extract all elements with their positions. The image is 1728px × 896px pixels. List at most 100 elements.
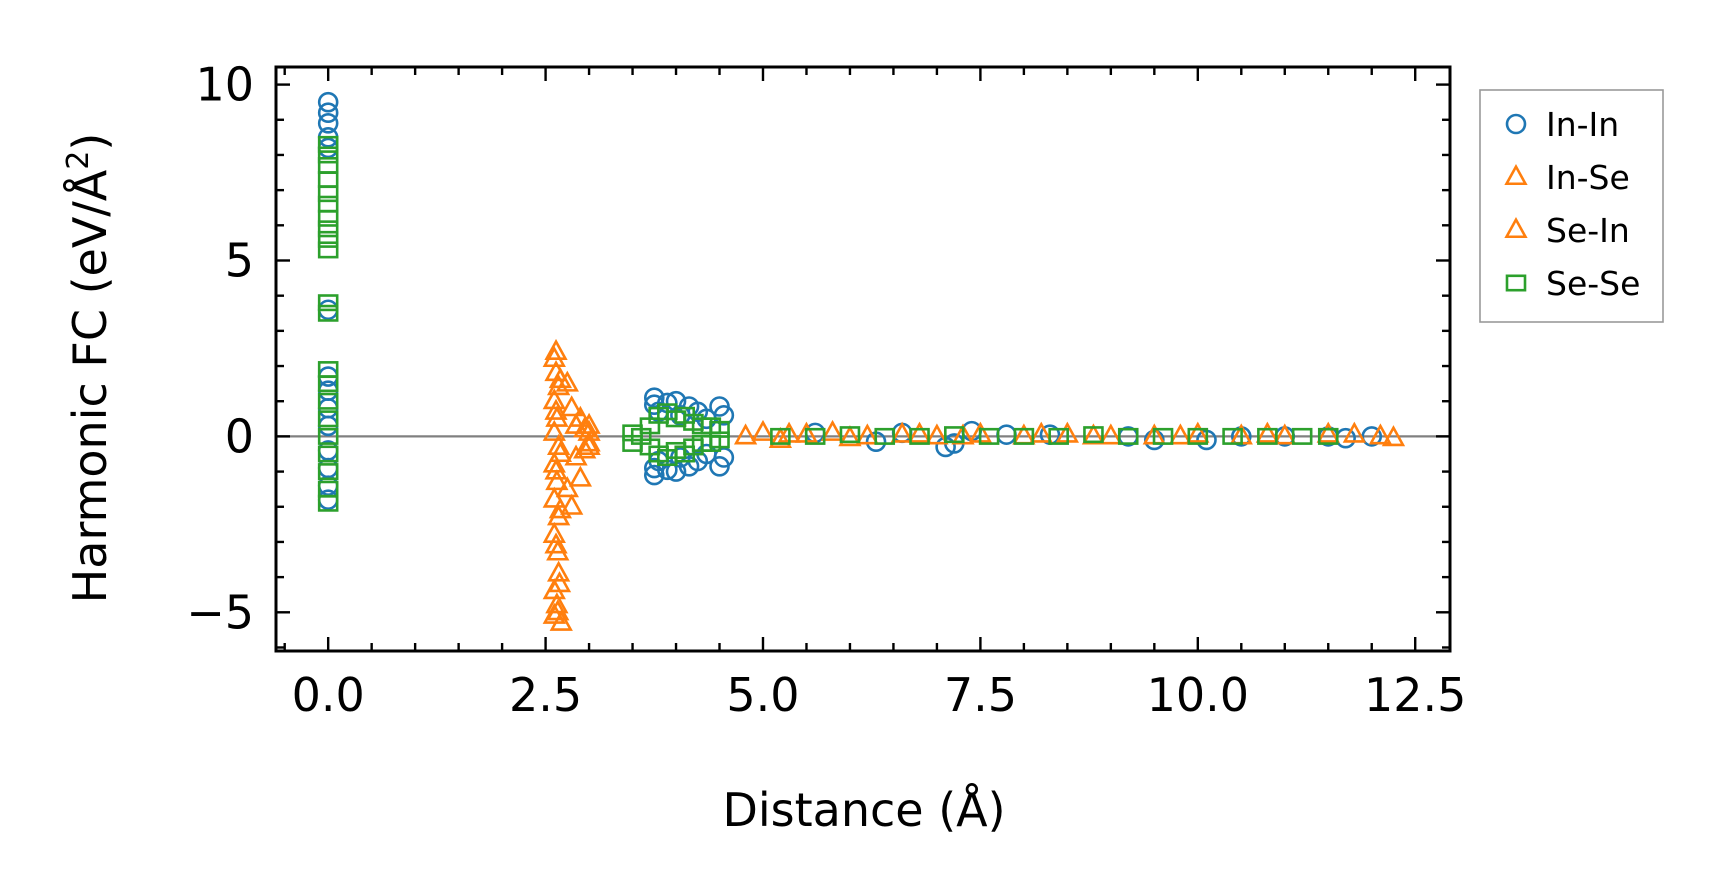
- x-axis-label: Distance (Å): [722, 783, 1005, 837]
- y-tick-label: −5: [186, 585, 254, 639]
- point-se-se-8: [317, 230, 339, 248]
- y-tick-label: 0: [225, 409, 254, 463]
- point-se-se-54: [1187, 427, 1209, 445]
- point-se-in-18: [1168, 423, 1193, 445]
- point-in-se-23: [564, 444, 588, 466]
- series-se-in: [544, 338, 1406, 621]
- point-in-se-10: [546, 504, 571, 526]
- y-axis-label: Harmonic FC (eV/Å2): [61, 133, 117, 604]
- y-tick-label: 5: [225, 233, 254, 287]
- point-in-se-45: [1316, 421, 1340, 443]
- legend-label-in-in: In-In: [1546, 105, 1619, 144]
- legend-marker-se-se: [1505, 274, 1527, 292]
- legend-marker-in-se: [1504, 163, 1528, 186]
- y-tick-label: 10: [195, 58, 254, 112]
- point-se-se-4: [317, 185, 339, 203]
- point-in-se-40: [1099, 423, 1123, 445]
- data-marks: [276, 91, 1450, 631]
- point-in-se-42: [1186, 421, 1210, 443]
- point-se-in-19: [1255, 421, 1280, 443]
- point-se-se-58: [1317, 427, 1339, 445]
- point-se-in-9: [577, 412, 601, 434]
- point-in-se-11: [542, 521, 566, 543]
- point-in-in-0: [317, 91, 339, 113]
- point-in-in-35: [713, 447, 735, 468]
- series-se-se: [317, 135, 1339, 512]
- point-se-in-10: [577, 433, 601, 456]
- point-in-se-28: [577, 419, 601, 441]
- point-se-in-15: [951, 423, 975, 445]
- point-se-se-41: [709, 431, 730, 449]
- point-in-se-30: [751, 419, 775, 441]
- point-in-in-51: [1361, 426, 1383, 447]
- point-in-se-7: [542, 451, 566, 473]
- y-axis-label-superscript: 2: [61, 151, 96, 170]
- point-se-in-20: [1342, 421, 1366, 443]
- point-in-se-5: [542, 419, 566, 441]
- point-se-se-6: [317, 209, 339, 227]
- point-se-se-17: [317, 445, 339, 463]
- point-in-se-31: [768, 426, 793, 448]
- series-in-in: [317, 91, 1383, 511]
- legend-marker-in-in: [1505, 113, 1527, 135]
- point-se-se-10: [317, 294, 339, 312]
- point-se-se-43: [804, 427, 826, 445]
- plot-frame: [274, 65, 1452, 653]
- legend-label-se-se: Se-Se: [1546, 264, 1640, 303]
- point-in-se-35: [890, 421, 914, 443]
- point-se-se-11: [317, 304, 339, 322]
- point-se-se-42: [770, 427, 791, 445]
- point-in-se-33: [820, 419, 845, 441]
- point-in-se-25: [568, 465, 593, 487]
- legend-label-se-in: Se-In: [1546, 211, 1630, 250]
- point-in-in-2: [317, 112, 339, 134]
- point-in-se-18: [555, 370, 579, 392]
- point-se-se-44: [839, 426, 861, 444]
- point-in-se-36: [925, 423, 949, 445]
- point-se-se-5: [317, 195, 339, 213]
- point-se-in-14: [907, 421, 932, 443]
- legend-marker-se-in: [1504, 216, 1528, 239]
- point-in-se-26: [573, 416, 597, 438]
- point-in-in-1: [317, 102, 339, 124]
- x-tick-label: 0.0: [292, 668, 365, 722]
- point-se-se-55: [1222, 427, 1243, 445]
- point-in-se-6: [546, 433, 571, 456]
- point-se-se-51: [1083, 426, 1104, 444]
- point-in-se-21: [560, 493, 584, 515]
- point-in-se-19: [555, 476, 579, 498]
- point-se-in-8: [546, 599, 570, 621]
- point-se-se-52: [1117, 427, 1139, 445]
- point-in-in-42: [996, 424, 1017, 445]
- point-se-in-16: [1029, 421, 1053, 443]
- point-se-se-9: [317, 241, 339, 259]
- point-in-se-9: [542, 486, 566, 508]
- point-se-in-0: [544, 338, 568, 361]
- y-axis-label-main: Harmonic FC (eV/Å: [63, 169, 117, 603]
- point-se-in-2: [544, 398, 568, 420]
- point-se-in-6: [546, 539, 570, 561]
- point-se-se-14: [317, 392, 339, 410]
- point-se-se-16: [317, 427, 339, 445]
- point-in-se-13: [546, 560, 571, 582]
- point-se-se-53: [1152, 427, 1174, 445]
- point-in-se-8: [545, 469, 569, 491]
- point-se-se-57: [1291, 427, 1313, 445]
- point-se-in-4: [544, 458, 568, 480]
- legend-box: [1479, 89, 1664, 323]
- point-in-in-17: [643, 464, 665, 486]
- point-se-se-50: [1048, 427, 1069, 445]
- point-in-se-2: [546, 374, 571, 396]
- point-se-in-1: [548, 367, 573, 389]
- point-se-in-3: [548, 440, 573, 463]
- x-tick-label: 12.5: [1364, 668, 1466, 722]
- legend: In-In In-Se Se-In Se-Se: [1479, 89, 1664, 323]
- point-se-se-18: [317, 463, 339, 481]
- point-in-se-29: [577, 430, 601, 452]
- y-axis-label-close: ): [63, 133, 117, 151]
- point-in-se-34: [855, 423, 880, 445]
- point-in-se-20: [560, 395, 584, 417]
- point-se-in-13: [838, 425, 862, 447]
